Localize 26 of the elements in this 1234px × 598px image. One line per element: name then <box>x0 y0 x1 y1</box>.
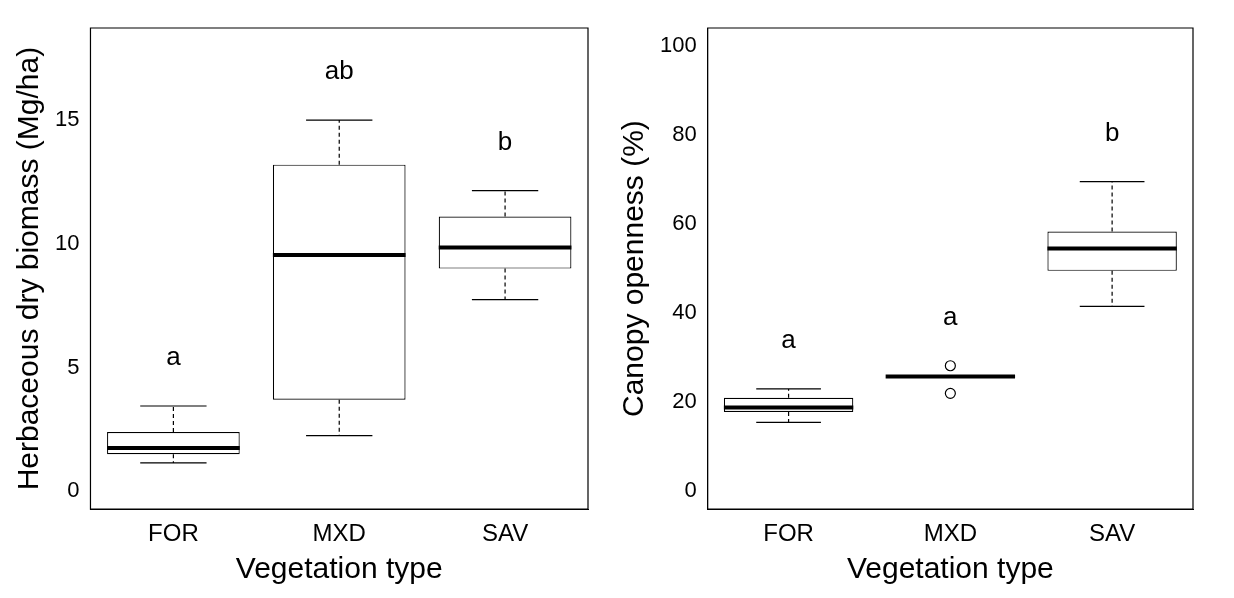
y-tick-label: 10 <box>54 229 80 255</box>
y-axis-title: Herbaceous dry biomass (Mg/ha) <box>11 46 45 491</box>
x-tick-label: MXD <box>312 519 366 547</box>
x-tick-label: MXD <box>923 519 978 547</box>
y-tick-label: 60 <box>672 210 697 236</box>
y-tick-label: 80 <box>672 121 697 146</box>
annotation: b <box>1104 116 1120 147</box>
annotation: b <box>497 125 513 156</box>
y-tick-label: 20 <box>672 388 697 414</box>
y-tick-label: 5 <box>67 353 80 379</box>
x-tick-label: FOR <box>148 519 199 547</box>
x-axis-title: Vegetation type <box>846 551 1054 585</box>
x-axis-title: Vegetation type <box>235 551 443 585</box>
x-tick-label: SAV <box>1088 519 1136 547</box>
y-tick-label: 15 <box>54 106 80 132</box>
annotation: a <box>166 341 182 372</box>
annotation: ab <box>324 55 354 86</box>
y-tick-label: 0 <box>67 477 80 503</box>
x-tick-label: SAV <box>481 519 529 547</box>
y-tick-label: 40 <box>672 299 697 325</box>
x-tick-label: FOR <box>763 519 814 547</box>
annotation: a <box>781 324 797 355</box>
y-tick-label: 100 <box>659 31 697 57</box>
y-tick-label: 0 <box>684 477 697 503</box>
y-axis-title: Canopy openness (%) <box>616 120 650 418</box>
annotation: a <box>943 300 959 331</box>
